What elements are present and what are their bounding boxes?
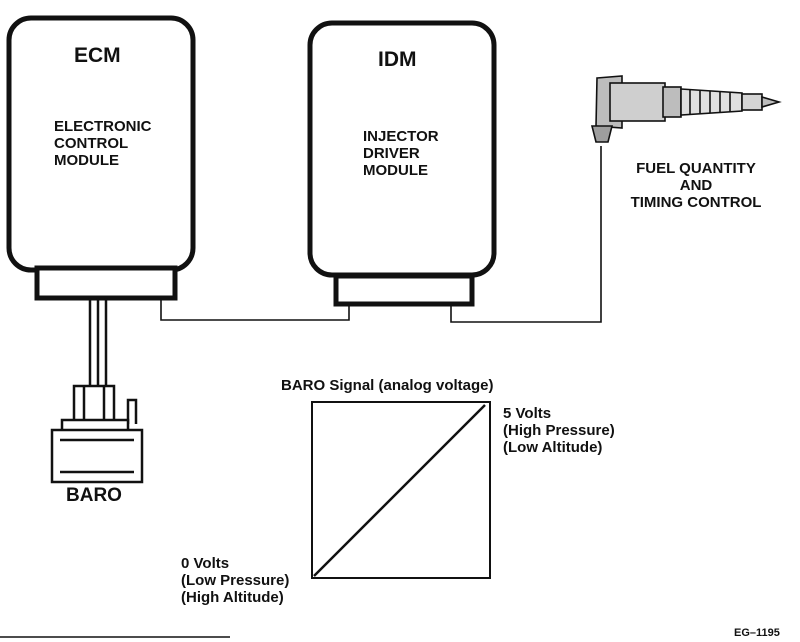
graph-high-label: 5 Volts (High Pressure) (Low Altitude) (503, 405, 615, 456)
ecm-name-line-3: MODULE (54, 151, 119, 169)
graph-low-line-1: 0 Volts (181, 555, 230, 572)
ecm-name-line-2: CONTROL (54, 134, 129, 152)
graph-high-line-3: (Low Altitude) (503, 438, 603, 456)
injector-label-line-1: FUEL QUANTITY (636, 160, 756, 177)
baro-harness (88, 298, 108, 386)
idm-name-line-1: INJECTOR (363, 128, 439, 145)
ecm-abbr: ECM (74, 44, 121, 67)
idm-module (307, 20, 497, 307)
graph-low-line-3: (High Altitude) (181, 588, 284, 606)
idm-name-line-3: MODULE (363, 161, 428, 179)
idm-name: INJECTOR DRIVER MODULE (363, 128, 439, 179)
baro-sensor-icon (50, 384, 144, 484)
baro-signal-graph (311, 401, 491, 579)
idm-injector-wire (450, 146, 602, 323)
ecm-idm-wire (160, 298, 350, 321)
injector-label-line-3: TIMING CONTROL (630, 193, 762, 211)
idm-name-line-2: DRIVER (363, 144, 420, 162)
graph-high-line-1: 5 Volts (503, 405, 552, 422)
baro-signal-line (313, 404, 486, 577)
injector-label: FUEL QUANTITY AND TIMING CONTROL (610, 160, 782, 211)
idm-abbr: IDM (378, 48, 417, 71)
ecm-name-line-1: ELECTRONIC (54, 118, 152, 135)
figure-id: EG–1195 (734, 627, 780, 639)
graph-low-label: 0 Volts (Low Pressure) (High Altitude) (181, 555, 290, 606)
baro-label: BARO (66, 485, 122, 506)
ecm-module (6, 15, 196, 301)
graph-high-line-2: (High Pressure) (503, 421, 615, 439)
ecm-name: ELECTRONIC CONTROL MODULE (54, 118, 152, 169)
graph-title: BARO Signal (analog voltage) (281, 377, 494, 394)
injector-label-line-2: AND (679, 176, 713, 194)
graph-low-line-2: (Low Pressure) (181, 571, 290, 589)
injector-icon (590, 75, 782, 143)
